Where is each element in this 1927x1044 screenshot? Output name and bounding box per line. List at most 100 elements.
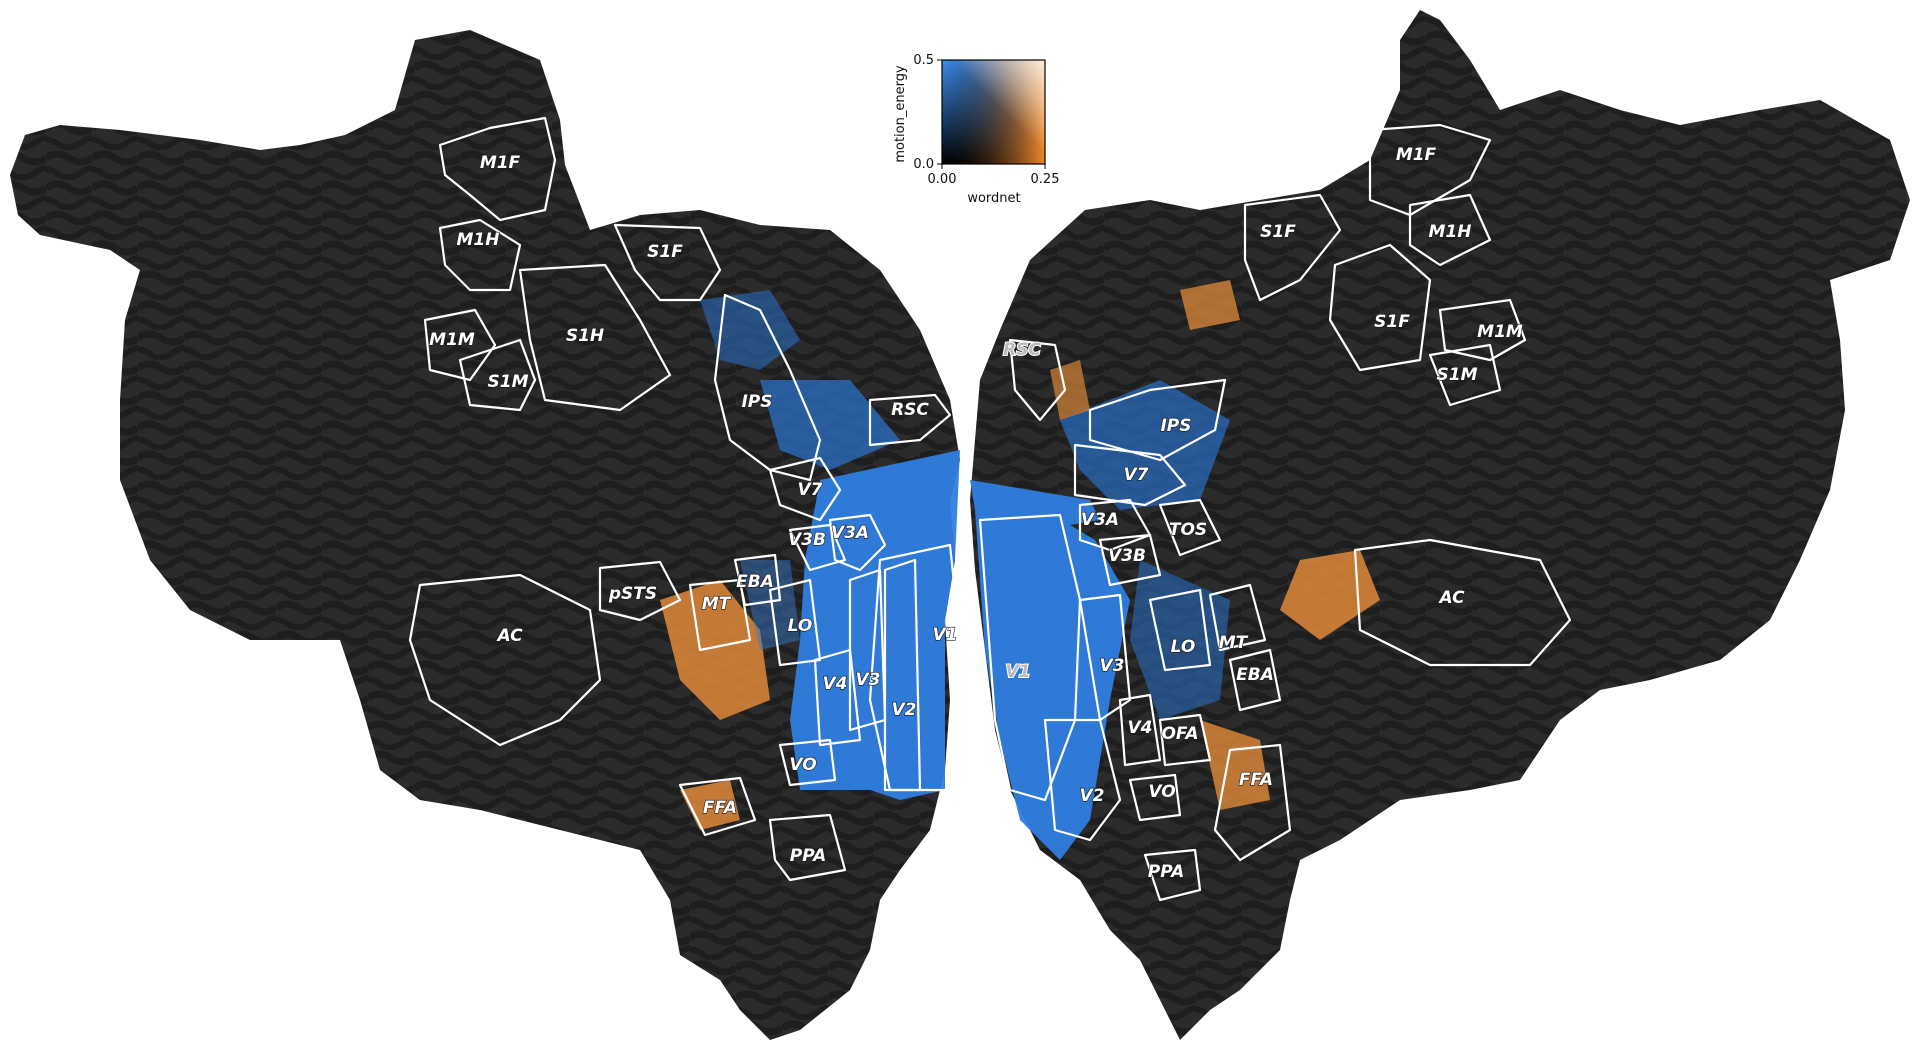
left-roi-M1H [438,218,522,292]
left-roi-labels: M1F M1H S1F M1M S1H S1M IPS RSC V7 V3B V… [429,152,959,866]
left-roi-S1H [518,263,672,412]
label-V3: V3 [856,670,881,690]
colorbar-y-label: motion_energy [893,65,908,163]
right-roi-S1F-top [1243,193,1342,302]
colorbar-2d: 0.5 0.0 0.00 0.25 wordnet motion_energy [893,53,1059,206]
right-roi-V3B [1098,533,1162,587]
left-roi-M1M [423,308,497,382]
label-AC: AC [495,626,523,646]
right-roi-TOS [1158,498,1222,557]
label-pSTS: pSTS [608,584,657,604]
label-LO: LO [788,616,813,636]
label-r-IPS: IPS [1160,416,1191,436]
label-M1H: M1H [457,230,500,250]
label-r-M1F: M1F [1396,145,1437,165]
label-r-EBA: EBA [1236,665,1274,685]
label-M1F: M1F [480,153,521,173]
right-roi-FFA [1213,743,1292,862]
left-roi-S1F [613,223,722,302]
right-roi-M1F [1368,123,1492,217]
label-FFA: FFA [703,798,737,818]
label-r-FFA: FFA [1239,770,1273,790]
label-V4: V4 [823,674,848,694]
colorbar-frame [941,59,1046,165]
right-roi-V2 [1043,718,1122,842]
left-roi-IPS [713,293,822,482]
label-PPA: PPA [790,846,827,866]
left-roi-V1 [868,543,962,792]
label-RSC: RSC [891,400,929,420]
left-roi-V2 [883,558,922,792]
label-r-M1M: M1M [1477,322,1523,342]
label-r-S1F-top: S1F [1260,222,1296,242]
left-roi-V4 [813,648,862,747]
right-roi-V1 [978,513,1082,802]
label-V1: V1 [933,625,958,645]
label-V3A: V3A [831,523,869,543]
label-IPS: IPS [741,392,772,412]
label-r-V3B: V3B [1108,546,1146,566]
label-r-S1F: S1F [1374,312,1410,332]
right-roi-S1M [1428,343,1502,407]
label-r-VO: VO [1148,782,1175,802]
right-roi-LO [1148,588,1212,672]
colorbar-x-tick-left: 0.00 [928,172,957,187]
right-roi-MT [1208,583,1267,652]
left-roi-LO [768,578,822,667]
right-roi-V3A [1078,498,1152,552]
right-roi-VO [1128,773,1182,822]
right-roi-PPA [1143,848,1202,902]
right-roi-RSC [1008,338,1067,422]
label-MT: MT [702,594,732,614]
left-roi-pSTS [598,560,682,622]
colorbar-x-tick-right: 0.25 [1031,172,1060,187]
right-roi-S1F [1328,243,1432,372]
right-roi-V4 [1118,693,1162,767]
label-V7: V7 [798,480,823,500]
label-r-S1M: S1M [1437,365,1478,385]
left-roi-V3A [828,513,887,572]
right-roi-OFA [1158,713,1212,767]
label-M1M: M1M [429,330,475,350]
label-r-TOS: TOS [1169,520,1207,540]
label-r-V4: V4 [1128,718,1153,738]
right-roi-outlines [978,123,1572,902]
left-roi-S1M [458,338,537,412]
left-roi-V3B [788,523,847,572]
right-cortex [970,10,1910,1040]
label-r-LO: LO [1171,637,1196,657]
right-roi-AC [1353,538,1572,667]
label-r-V3A: V3A [1081,510,1119,530]
colorbar-x-label: wordnet [967,191,1020,206]
left-roi-M1F [438,116,557,222]
colorbar-y-tick-bottom: 0.0 [913,157,934,172]
label-S1F: S1F [647,242,683,262]
right-roi-M1H [1408,193,1492,267]
label-VO: VO [789,755,816,775]
label-r-PPA: PPA [1148,862,1185,882]
label-r-M1H: M1H [1429,222,1472,242]
left-roi-AC [408,573,602,747]
label-r-OFA: OFA [1161,724,1198,744]
label-S1H: S1H [566,326,604,346]
label-r-AC: AC [1437,588,1465,608]
label-r-V2: V2 [1080,786,1105,806]
left-roi-MT [688,578,752,652]
left-roi-outlines [408,116,962,882]
label-r-MT: MT [1219,633,1249,653]
left-roi-PPA [768,813,847,882]
right-roi-V3 [1078,593,1132,722]
colorbar-highlight [942,60,1045,164]
left-roi-VO [778,738,837,787]
label-r-V3: V3 [1100,656,1125,676]
label-V2: V2 [892,700,917,720]
label-S1M: S1M [488,372,529,392]
left-roi-RSC [868,393,952,447]
left-hemisphere [10,30,960,1040]
label-r-RSC: RSC [1003,340,1041,360]
left-roi-V7 [768,456,842,522]
label-r-V7: V7 [1124,465,1149,485]
right-roi-IPS [1088,378,1227,462]
right-roi-V7 [1073,443,1187,507]
